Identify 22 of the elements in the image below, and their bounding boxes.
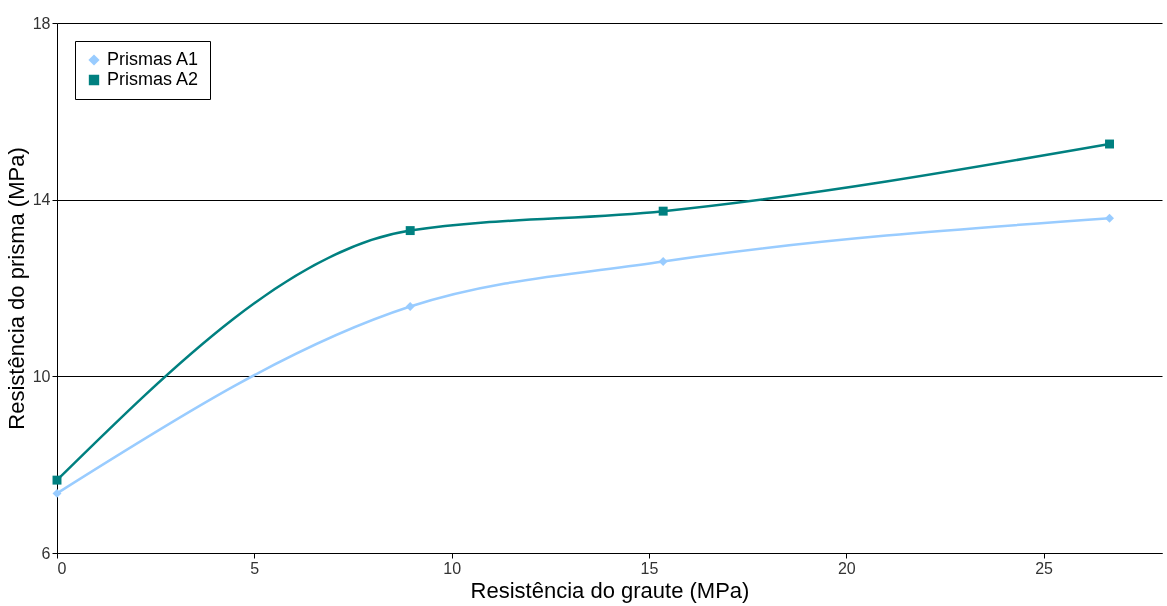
y-tick-label: 6 xyxy=(41,544,51,562)
point xyxy=(1105,139,1114,149)
x-tick-label: 5 xyxy=(250,559,260,577)
x-tick-label: 25 xyxy=(1035,559,1054,577)
point xyxy=(405,226,415,236)
y-tick-label: 10 xyxy=(32,367,51,385)
y-axis-title: Resistência do prisma (MPa) xyxy=(3,147,29,430)
point xyxy=(52,488,62,498)
point xyxy=(658,257,668,266)
x-tick-label: 0 xyxy=(57,559,67,577)
point xyxy=(658,206,668,216)
y-tick-label: 18 xyxy=(32,14,51,32)
x-axis-title: Resistência do graute (MPa) xyxy=(470,577,750,603)
x-tick-label: 10 xyxy=(443,559,462,577)
point xyxy=(405,302,415,312)
legend-label: Prismas A2 xyxy=(107,69,199,89)
point xyxy=(52,475,62,485)
legend-label: Prismas A1 xyxy=(107,49,199,69)
y-tick-label: 14 xyxy=(32,191,51,209)
point xyxy=(1105,213,1114,223)
x-tick-label: 20 xyxy=(837,559,856,577)
x-tick-label: 15 xyxy=(640,559,659,577)
